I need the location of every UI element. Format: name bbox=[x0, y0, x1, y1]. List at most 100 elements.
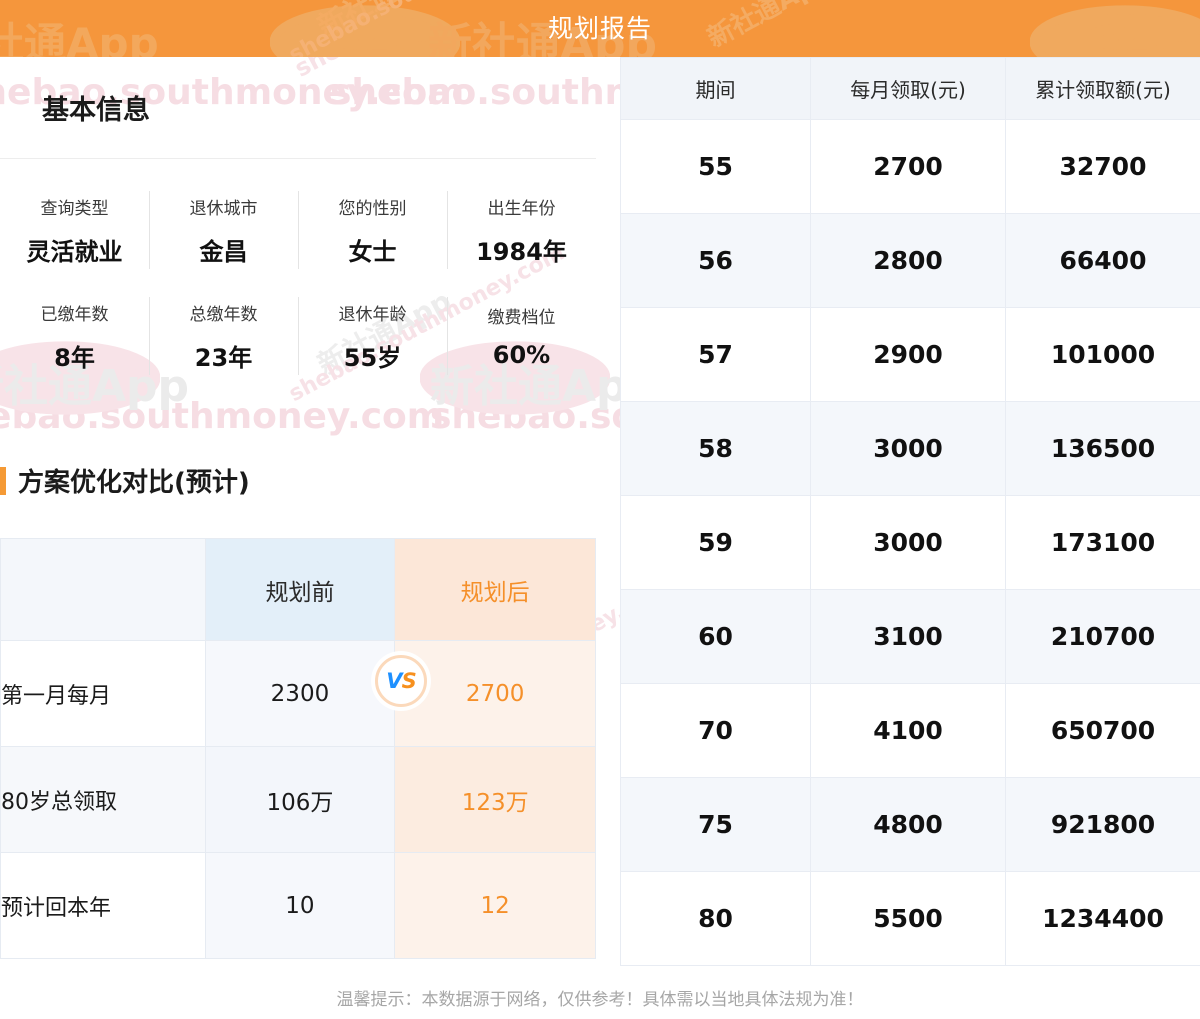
page-header: 新社通App 新社通App 新社通App shebao.so bbox=[0, 0, 1200, 57]
info-value: 60% bbox=[492, 341, 551, 369]
comparison-row-before: 2300 bbox=[204, 640, 396, 747]
payout-monthly: 3000 bbox=[810, 495, 1006, 590]
table-row: 预计回本年 10 12 bbox=[0, 852, 596, 959]
comparison-row-label: 预计回本年 bbox=[0, 852, 206, 959]
info-value: 23年 bbox=[194, 343, 253, 372]
comparison-header-before: 规划前 bbox=[204, 538, 396, 641]
comparison-row-after: 123万 bbox=[394, 746, 596, 853]
payout-monthly: 4800 bbox=[810, 777, 1006, 872]
right-panel: 期间 每月领取(元) 累计领取额(元) 55 2700 32700 56 280… bbox=[620, 57, 1200, 966]
vs-badge-text: VS bbox=[386, 669, 417, 693]
table-row: 60 3100 210700 bbox=[620, 589, 1200, 684]
payout-period: 80 bbox=[620, 871, 811, 966]
payout-period: 58 bbox=[620, 401, 811, 496]
payout-monthly: 3100 bbox=[810, 589, 1006, 684]
footer-note: 温馨提示：本数据源于网络，仅供参考！具体需以当地具体法规为准！ bbox=[336, 990, 864, 1010]
info-label: 查询类型 bbox=[40, 198, 109, 219]
table-row: 第一月每月 2300 2700 bbox=[0, 640, 596, 747]
info-cell-retire-city: 退休城市 金昌 bbox=[149, 177, 298, 283]
comparison-title-text: 方案优化对比(预计) bbox=[18, 468, 250, 498]
info-cell-retire-age: 退休年龄 55岁 bbox=[298, 283, 447, 389]
payout-cumulative: 173100 bbox=[1005, 495, 1200, 590]
payout-monthly: 5500 bbox=[810, 871, 1006, 966]
left-panel: 基本信息 查询类型 灵活就业 退休城市 金昌 您的性别 女士 bbox=[0, 57, 596, 962]
info-label: 已缴年数 bbox=[40, 304, 109, 325]
payout-cumulative: 1234400 bbox=[1005, 871, 1200, 966]
table-row: 58 3000 136500 bbox=[620, 401, 1200, 496]
table-row: 75 4800 921800 bbox=[620, 777, 1200, 872]
payout-monthly: 3000 bbox=[810, 401, 1006, 496]
info-cell-paid-years: 已缴年数 8年 bbox=[0, 283, 149, 389]
table-row: 59 3000 173100 bbox=[620, 495, 1200, 590]
payout-period: 59 bbox=[620, 495, 811, 590]
vs-letter-s: S bbox=[401, 669, 417, 693]
info-value: 灵活就业 bbox=[26, 237, 123, 266]
table-row: 56 2800 66400 bbox=[620, 213, 1200, 308]
payout-cumulative: 101000 bbox=[1005, 307, 1200, 402]
table-row: 57 2900 101000 bbox=[620, 307, 1200, 402]
payout-period: 60 bbox=[620, 589, 811, 684]
payout-monthly: 2900 bbox=[810, 307, 1006, 402]
comparison-header-row: 规划前 规划后 bbox=[0, 538, 596, 641]
comparison-row-before: 106万 bbox=[204, 746, 396, 853]
basic-info-divider bbox=[0, 158, 596, 159]
info-value: 8年 bbox=[54, 343, 95, 372]
info-cell-gender: 您的性别 女士 bbox=[298, 177, 447, 283]
table-row: 55 2700 32700 bbox=[620, 119, 1200, 214]
table-row: 80岁总领取 106万 123万 bbox=[0, 746, 596, 853]
payout-period: 56 bbox=[620, 213, 811, 308]
payout-cumulative: 921800 bbox=[1005, 777, 1200, 872]
table-row: 80 5500 1234400 bbox=[620, 871, 1200, 966]
payout-monthly: 2700 bbox=[810, 119, 1006, 214]
payout-table: 期间 每月领取(元) 累计领取额(元) 55 2700 32700 56 280… bbox=[620, 57, 1200, 966]
info-label: 退休年龄 bbox=[338, 304, 407, 325]
vs-letter-v: V bbox=[386, 669, 402, 693]
basic-info-grid: 查询类型 灵活就业 退休城市 金昌 您的性别 女士 出生年份 1984年 bbox=[0, 177, 596, 389]
payout-period: 57 bbox=[620, 307, 811, 402]
info-label: 出生年份 bbox=[487, 198, 556, 219]
payout-period: 75 bbox=[620, 777, 811, 872]
basic-info-row: 已缴年数 8年 总缴年数 23年 退休年龄 55岁 缴费档位 60% bbox=[0, 283, 596, 389]
info-value: 1984年 bbox=[476, 237, 567, 266]
info-label: 退休城市 bbox=[189, 198, 258, 219]
payout-cumulative: 210700 bbox=[1005, 589, 1200, 684]
payout-cumulative: 66400 bbox=[1005, 213, 1200, 308]
info-value: 女士 bbox=[348, 237, 397, 266]
table-row: 70 4100 650700 bbox=[620, 683, 1200, 778]
comparison-table: 规划前 规划后 第一月每月 2300 2700 80岁总领取 106万 123万… bbox=[0, 538, 596, 959]
info-label: 总缴年数 bbox=[189, 304, 258, 325]
comparison-row-label: 第一月每月 bbox=[0, 640, 206, 747]
payout-header-row: 期间 每月领取(元) 累计领取额(元) bbox=[620, 57, 1200, 120]
report-body: 基本信息 查询类型 灵活就业 退休城市 金昌 您的性别 女士 bbox=[0, 57, 1200, 966]
payout-period: 70 bbox=[620, 683, 811, 778]
comparison-row-before: 10 bbox=[204, 852, 396, 959]
basic-info-row: 查询类型 灵活就业 退休城市 金昌 您的性别 女士 出生年份 1984年 bbox=[0, 177, 596, 283]
vs-badge-icon: VS bbox=[375, 655, 427, 707]
comparison-header-after: 规划后 bbox=[394, 538, 596, 641]
info-cell-total-years: 总缴年数 23年 bbox=[149, 283, 298, 389]
comparison-row-label: 80岁总领取 bbox=[0, 746, 206, 853]
payout-monthly: 4100 bbox=[810, 683, 1006, 778]
info-label: 缴费档位 bbox=[487, 308, 556, 328]
accent-bar bbox=[0, 466, 6, 495]
info-cell-payment-level: 缴费档位 60% bbox=[447, 283, 596, 389]
payout-header-cumulative: 累计领取额(元) bbox=[1005, 57, 1200, 120]
info-value: 55岁 bbox=[343, 343, 402, 372]
info-cell-query-type: 查询类型 灵活就业 bbox=[0, 177, 149, 283]
payout-cumulative: 136500 bbox=[1005, 401, 1200, 496]
payout-monthly: 2800 bbox=[810, 213, 1006, 308]
comparison-section-title: 方案优化对比(预计) bbox=[0, 462, 250, 499]
info-label: 您的性别 bbox=[338, 198, 407, 219]
comparison-row-after: 12 bbox=[394, 852, 596, 959]
comparison-header-blank bbox=[0, 538, 206, 641]
payout-cumulative: 650700 bbox=[1005, 683, 1200, 778]
payout-header-monthly: 每月领取(元) bbox=[810, 57, 1006, 120]
payout-header-period: 期间 bbox=[620, 57, 811, 120]
payout-period: 55 bbox=[620, 119, 811, 214]
payout-cumulative: 32700 bbox=[1005, 119, 1200, 214]
info-cell-birth-year: 出生年份 1984年 bbox=[447, 177, 596, 283]
info-value: 金昌 bbox=[199, 237, 248, 266]
comparison-row-after: 2700 bbox=[394, 640, 596, 747]
page-title: 规划报告 bbox=[547, 14, 652, 43]
